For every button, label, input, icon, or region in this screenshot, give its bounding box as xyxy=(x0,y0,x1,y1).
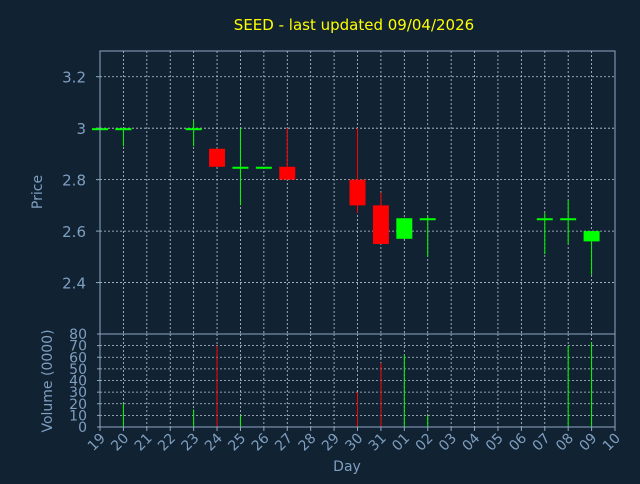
candle-body xyxy=(396,218,413,239)
x-axis: 19 20 21 22 23 24 25 26 27 28 29 30 31 01 02 03 04 05 06 07… xyxy=(85,427,624,454)
candle xyxy=(536,213,553,255)
candle-body xyxy=(560,218,577,221)
volume-axis-label: Volume (0000) xyxy=(40,329,56,432)
x-tick-label: 05 xyxy=(483,431,507,455)
volume-tick-label: 50 xyxy=(69,362,87,378)
price-tick-label: 3 xyxy=(76,120,86,138)
x-tick-label: 10 xyxy=(600,431,624,455)
candle-body xyxy=(232,166,249,169)
x-tick-label: 31 xyxy=(366,431,390,455)
candle xyxy=(255,166,272,169)
candle xyxy=(396,218,413,239)
volume-tick-label: 60 xyxy=(69,350,87,366)
x-tick-label: 02 xyxy=(413,431,437,455)
x-tick-label: 03 xyxy=(436,431,460,455)
chart-title: SEED - last updated 09/04/2026 xyxy=(234,16,474,34)
candle-body xyxy=(185,128,202,131)
price-tick-label: 2.6 xyxy=(62,223,86,241)
price-tick-label: 3.2 xyxy=(62,69,86,87)
x-tick-label: 01 xyxy=(389,431,413,455)
candle-body xyxy=(349,179,366,206)
price-panel: 2.4 2.6 2.8 3 3.2 xyxy=(62,50,616,335)
price-tick-label: 2.8 xyxy=(62,172,86,190)
candle-body xyxy=(536,218,553,221)
x-tick-label: 26 xyxy=(249,430,273,454)
x-tick-label: 08 xyxy=(553,431,577,455)
candle xyxy=(232,128,249,206)
x-tick-label: 20 xyxy=(108,431,132,455)
candle-body xyxy=(255,166,272,169)
candle-body xyxy=(115,128,132,131)
price-tick-label: 2.4 xyxy=(62,275,86,293)
x-tick-label: 23 xyxy=(179,431,203,455)
x-tick-label: 09 xyxy=(576,431,600,455)
x-tick-label: 07 xyxy=(530,431,554,455)
x-tick-label: 25 xyxy=(225,431,249,455)
x-tick-label: 28 xyxy=(296,431,320,455)
x-tick-label: 04 xyxy=(459,430,483,454)
price-axis-label: Price xyxy=(30,175,46,209)
candle xyxy=(185,120,202,147)
candle-body xyxy=(372,205,389,244)
x-axis-label: Day xyxy=(333,459,361,475)
volume-tick-label: 80 xyxy=(69,327,87,343)
x-tick-label: 06 xyxy=(506,430,530,454)
candle xyxy=(372,192,389,244)
x-tick-label: 19 xyxy=(85,431,109,455)
candle xyxy=(115,128,132,147)
candle-body xyxy=(419,218,436,221)
x-tick-label: 29 xyxy=(319,431,343,455)
candle xyxy=(419,215,436,257)
volume-tick-label: 20 xyxy=(69,397,87,413)
candle-body xyxy=(583,231,600,242)
candle xyxy=(560,200,577,244)
x-tick-label: 27 xyxy=(272,431,296,455)
candle xyxy=(349,128,366,214)
candle xyxy=(583,231,600,275)
volume-tick-label: 40 xyxy=(69,374,87,390)
candle xyxy=(279,128,296,180)
candle xyxy=(209,148,226,167)
x-tick-label: 24 xyxy=(202,430,226,454)
volume-tick-label: 30 xyxy=(69,385,87,401)
x-tick-label: 21 xyxy=(132,431,156,455)
volume-tick-label: 70 xyxy=(69,339,87,355)
candle-body xyxy=(209,148,226,167)
x-tick-label: 30 xyxy=(342,431,366,455)
volume-tick-label: 10 xyxy=(69,408,87,424)
candle-body xyxy=(279,166,296,180)
x-tick-label: 22 xyxy=(155,431,179,455)
volume-tick-label: 0 xyxy=(78,420,87,436)
